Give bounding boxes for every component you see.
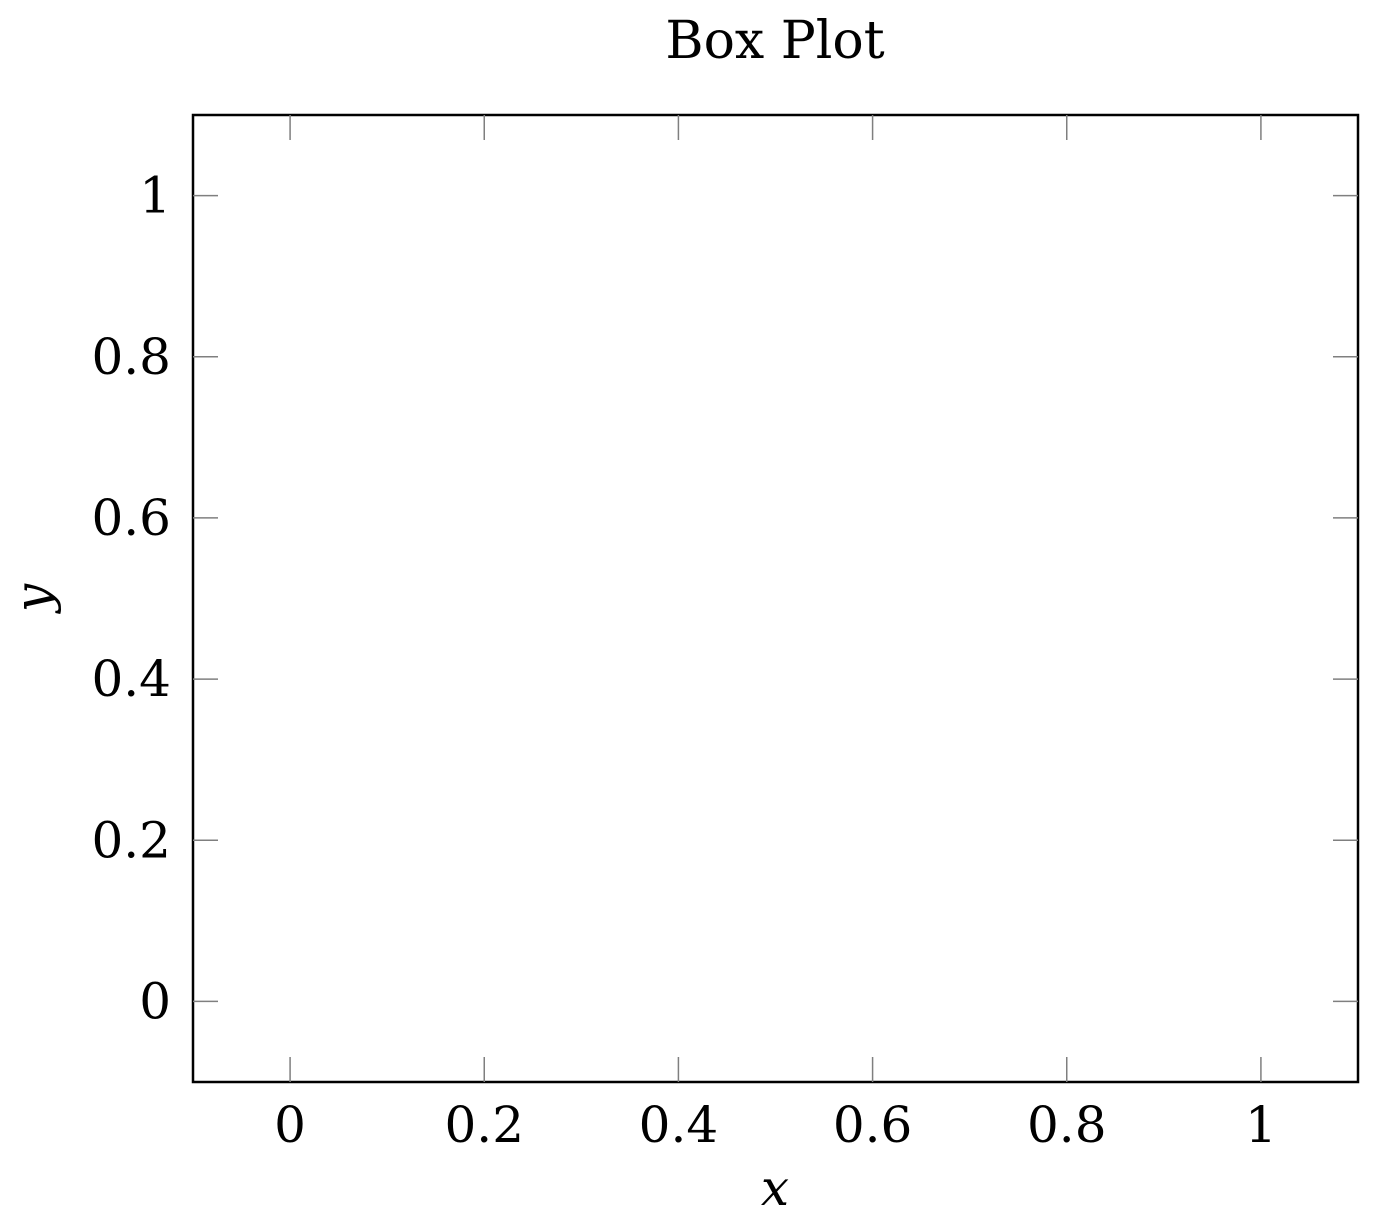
x-axis-ticks	[289, 115, 1262, 1082]
y-tick-label: 0.2	[91, 811, 171, 869]
x-tick-label: 0.6	[833, 1096, 913, 1154]
y-tick-label: 0	[139, 972, 171, 1030]
y-tick-label: 0.4	[91, 650, 171, 708]
x-tick-label: 1	[1245, 1096, 1277, 1154]
x-axis-label: x	[761, 1159, 789, 1216]
y-tick-label: 0.8	[91, 328, 171, 386]
chart-title: Box Plot	[665, 11, 884, 71]
x-tick-label: 0.4	[639, 1096, 719, 1154]
y-axis-ticks	[193, 194, 1358, 1003]
y-axis-label: y	[4, 583, 62, 614]
plot-frame	[191, 113, 1360, 1084]
y-tick-label: 1	[139, 167, 171, 225]
y-tick-label: 0.6	[91, 489, 171, 547]
x-axis-tick-labels: 0 0.2 0.4 0.6 0.8 1	[274, 1096, 1277, 1154]
x-tick-label: 0	[274, 1096, 306, 1154]
x-tick-label: 0.8	[1027, 1096, 1107, 1154]
y-axis-tick-labels: 0 0.2 0.4 0.6 0.8 1	[91, 167, 171, 1031]
x-tick-label: 0.2	[444, 1096, 524, 1154]
